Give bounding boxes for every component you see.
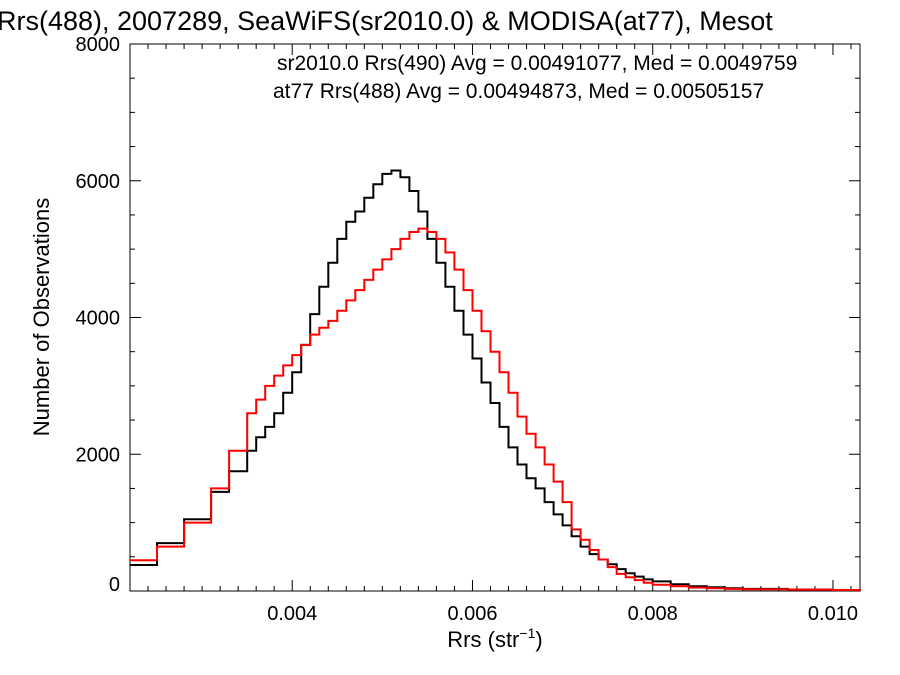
series-line-0	[130, 169, 861, 592]
plot-frame	[129, 43, 861, 592]
x-axis-label: Rrs (str−1)	[447, 625, 542, 652]
x-tick-label: 0.010	[808, 603, 858, 625]
axis-ticks	[130, 43, 860, 592]
axis-tick-labels: 0.004 0.006 0.008 0.010 0 2000 4000 6000 8000	[76, 34, 858, 625]
series-line-1	[130, 227, 861, 591]
x-axis-label-base: Rrs (str	[447, 627, 519, 652]
series-layer	[130, 169, 861, 592]
x-tick-label: 0.006	[447, 603, 497, 625]
y-tick-label: 4000	[76, 308, 121, 330]
y-tick-label: 2000	[76, 444, 121, 466]
legend-entry-series-1: at77 Rrs(488) Avg = 0.00494873, Med = 0.…	[273, 80, 764, 103]
x-tick-label: 0.004	[267, 603, 317, 625]
y-axis-label: Number of Observations	[29, 198, 54, 436]
x-tick-label: 0.008	[628, 603, 678, 625]
y-tick-label: 6000	[76, 171, 121, 193]
y-tick-label: 8000	[76, 34, 121, 56]
legend-entry-series-0: sr2010.0 Rrs(490) Avg = 0.00491077, Med …	[277, 52, 797, 75]
chart-title: Rrs(488), 2007289, SeaWiFS(sr2010.0) & M…	[0, 6, 773, 36]
x-axis-label-close: )	[535, 627, 542, 652]
x-axis-label-superscript: −1	[519, 625, 535, 641]
y-tick-label: 0	[109, 574, 120, 596]
